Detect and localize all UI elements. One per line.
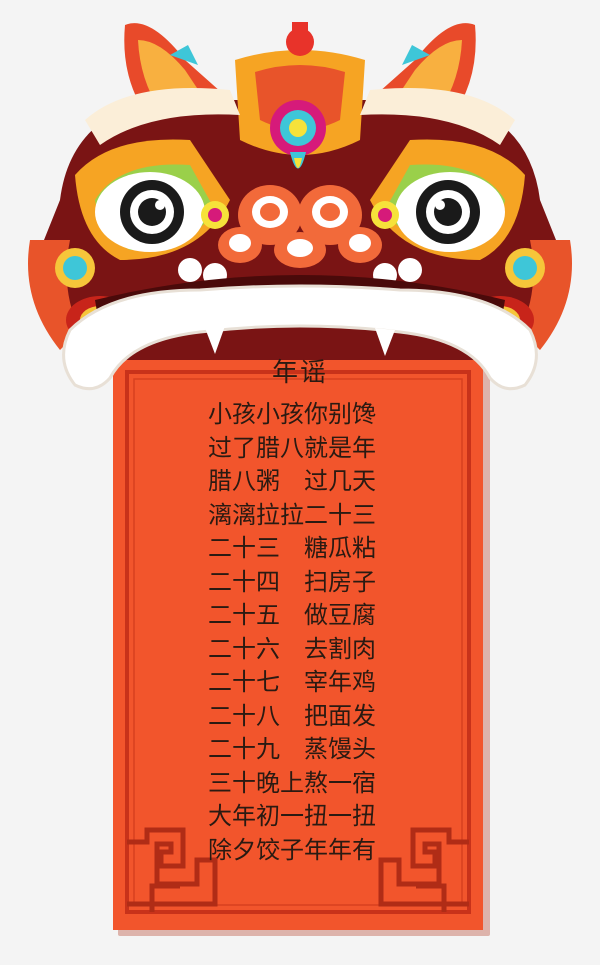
- poem-line: 二十七 宰年鸡: [208, 668, 376, 696]
- fret-ornament-left: [127, 827, 218, 912]
- lion-eyebrows: [85, 88, 515, 145]
- lion-crown: [235, 22, 365, 169]
- poem-line: 腊八粥 过几天: [208, 467, 376, 495]
- lion-left-eye: [95, 172, 205, 252]
- poem-line: 漓漓拉拉二十三: [208, 500, 376, 529]
- lion-nose: [201, 185, 399, 268]
- poem-body: 小孩小孩你别馋 过了腊八就是年 腊八粥 过几天 漓漓拉拉二十三 二十三 糖瓜粘 …: [208, 398, 408, 867]
- poem-line: 过了腊八就是年: [208, 433, 376, 462]
- poem-line: 二十五 做豆腐: [208, 601, 376, 629]
- poem-line: 二十四 扫房子: [208, 567, 376, 596]
- poem-line: 二十六 去割肉: [208, 634, 376, 663]
- poem-line: 除夕饺子年年有: [208, 835, 376, 864]
- lion-fangs: [205, 326, 395, 356]
- poem-line: 二十三 糖瓜粘: [208, 534, 376, 562]
- poem-line: 二十八 把面发: [208, 701, 376, 730]
- poem-line: 小孩小孩你别馋: [208, 400, 376, 428]
- poem-title: 年谣: [271, 358, 328, 388]
- poem-line: 三十晚上熬一宿: [208, 768, 376, 797]
- lion-head-illustration: [28, 22, 572, 391]
- poem-line: 二十九 蒸馒头: [208, 735, 376, 763]
- scroll-inner-frame: [125, 370, 471, 914]
- lion-lower-lip: [62, 284, 538, 391]
- poem-line: 大年初一扭一扭: [208, 802, 376, 830]
- fret-ornament-right: [378, 827, 469, 912]
- lion-right-eye: [395, 172, 505, 252]
